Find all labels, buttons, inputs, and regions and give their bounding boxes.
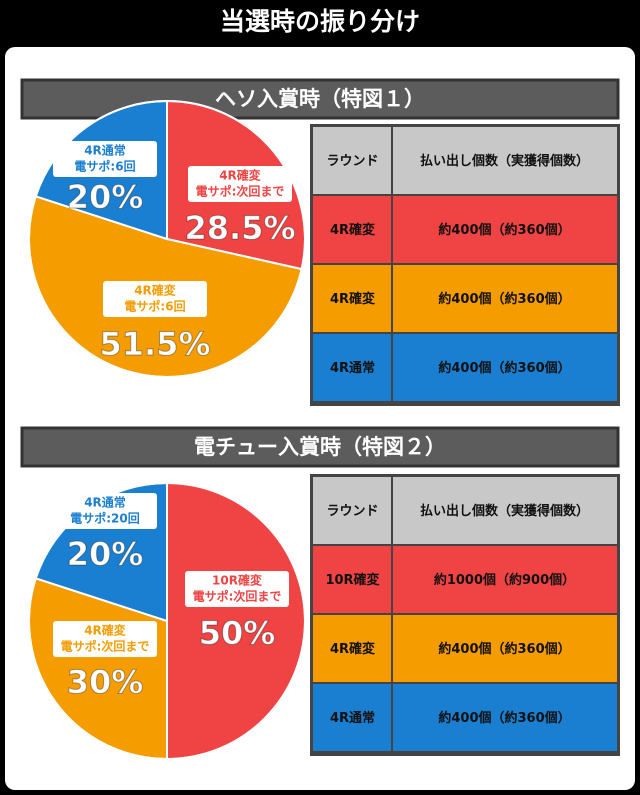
label-box (185, 571, 289, 607)
section-header (20, 426, 620, 468)
table-cell-text: 4R確変 (330, 641, 375, 657)
table-cell-text: 約400個（約360個） (438, 710, 570, 726)
label-box (53, 141, 157, 177)
slice-sublabel: 電サポ:6回 (74, 159, 135, 174)
label-box (53, 621, 157, 657)
pie-outline (28, 482, 306, 760)
table-cell (313, 196, 391, 263)
value-label: 30% (67, 663, 144, 701)
pie-outline (28, 100, 306, 378)
slice-label: 4R確変 (84, 623, 127, 638)
table-cell (393, 196, 617, 263)
slice-label: 10R確変 (212, 573, 263, 588)
table-cell-text: 約400個（約360個） (438, 222, 570, 238)
table-cell (393, 127, 617, 194)
slice-label: 4R確変 (134, 283, 177, 298)
section-title: ヘソ入賞時（特図１） (215, 87, 425, 111)
table-cell (313, 615, 391, 682)
table-cell (393, 546, 617, 613)
table-cell-text: 4R確変 (330, 291, 375, 307)
table-cell-text: 約400個（約360個） (438, 360, 570, 376)
table-header: 払い出し個数（実獲得個数） (420, 153, 589, 169)
table-cell (393, 615, 617, 682)
table-cell (313, 477, 391, 544)
table-cell-text: 4R通常 (330, 360, 375, 376)
section-title: 電チュー入賞時（特図２） (194, 435, 446, 459)
table-header: 払い出し個数（実獲得個数） (420, 503, 589, 519)
label-box (188, 166, 292, 202)
value-label: 20% (67, 535, 144, 573)
table-cell-text: 約400個（約360個） (438, 641, 570, 657)
slice-sublabel: 電サポ:次回まで (193, 589, 282, 604)
slice-label: 4R通常 (84, 495, 126, 510)
value-label: 28.5% (184, 209, 295, 247)
table-cell (393, 334, 617, 401)
table-cell (313, 265, 391, 332)
label-box (53, 493, 157, 529)
label-box (103, 281, 207, 317)
slice-sublabel: 電サポ:20回 (70, 511, 140, 526)
table-cell (313, 127, 391, 194)
value-label: 51.5% (99, 325, 210, 363)
table-header: ラウンド (326, 504, 378, 519)
table-header: ラウンド (326, 154, 378, 169)
slice-label: 4R確変 (219, 168, 262, 183)
table-cell (313, 546, 391, 613)
table-cell-text: 4R通常 (330, 710, 375, 726)
slice-sublabel: 電サポ:6回 (124, 299, 185, 314)
table-cell (313, 334, 391, 401)
table-cell-text: 10R確変 (325, 572, 379, 588)
value-label: 50% (199, 614, 276, 652)
table-cell (393, 265, 617, 332)
table-cell (393, 684, 617, 751)
table-cell-text: 約400個（約360個） (438, 291, 570, 307)
slice-sublabel: 電サポ:次回まで (61, 639, 150, 654)
table-cell (393, 477, 617, 544)
table-cell-text: 4R確変 (330, 222, 375, 238)
value-label: 20% (67, 178, 144, 216)
page-title: 当選時の振り分け (220, 7, 420, 36)
slice-sublabel: 電サポ:次回まで (196, 184, 285, 199)
slice-label: 4R通常 (84, 143, 126, 158)
table-cell (313, 684, 391, 751)
table-cell-text: 約1000個（約900個） (434, 572, 575, 588)
